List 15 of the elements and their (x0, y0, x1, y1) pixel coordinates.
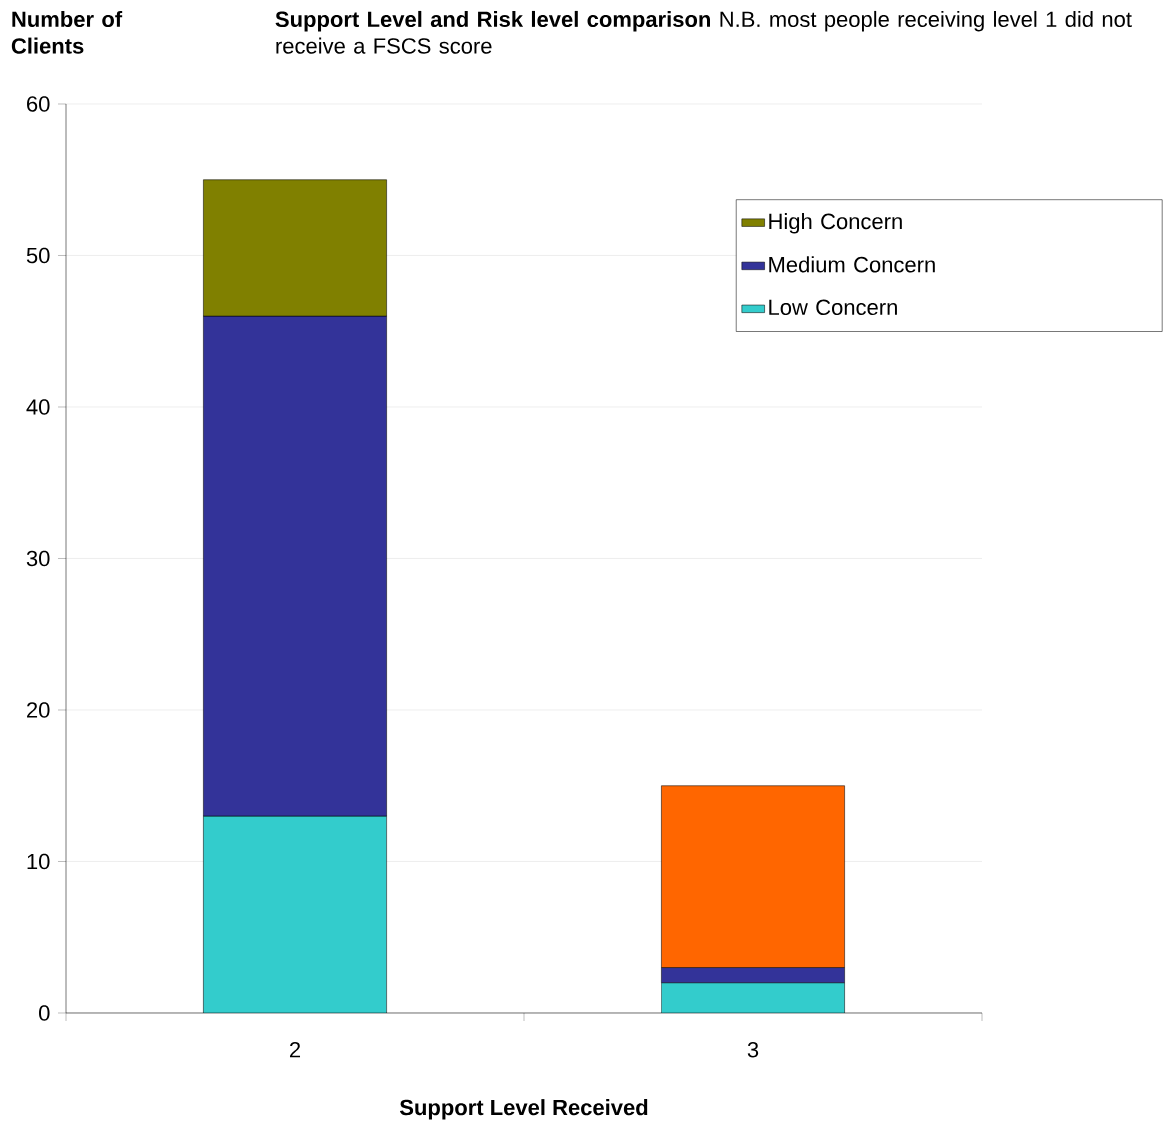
x-tick-label: 3 (747, 1041, 759, 1058)
y-tick-label: 20 (27, 702, 50, 718)
y-tick-label: 0 (39, 1005, 50, 1021)
chart-title: Support Level and Risk level comparison N.B. most people receiving level 1 did not receive a FSCS score (275, 10, 1132, 54)
legend-label: Low Concern (769, 299, 897, 316)
legend-label: Medium Concern (769, 256, 935, 273)
y-tick-label: 30 (26, 550, 50, 567)
y-tick-label: 60 (27, 96, 50, 112)
legend-label: High Concern (769, 213, 902, 234)
y-tick-label: 40 (26, 399, 50, 415)
y-tick-label: 50 (26, 247, 50, 264)
x-axis-title: Support Level Received (399, 1099, 648, 1120)
y-tick-label: 10 (27, 853, 50, 870)
x-tick-label: 2 (289, 1041, 301, 1058)
y-axis-title: Number of Clients (11, 10, 123, 54)
